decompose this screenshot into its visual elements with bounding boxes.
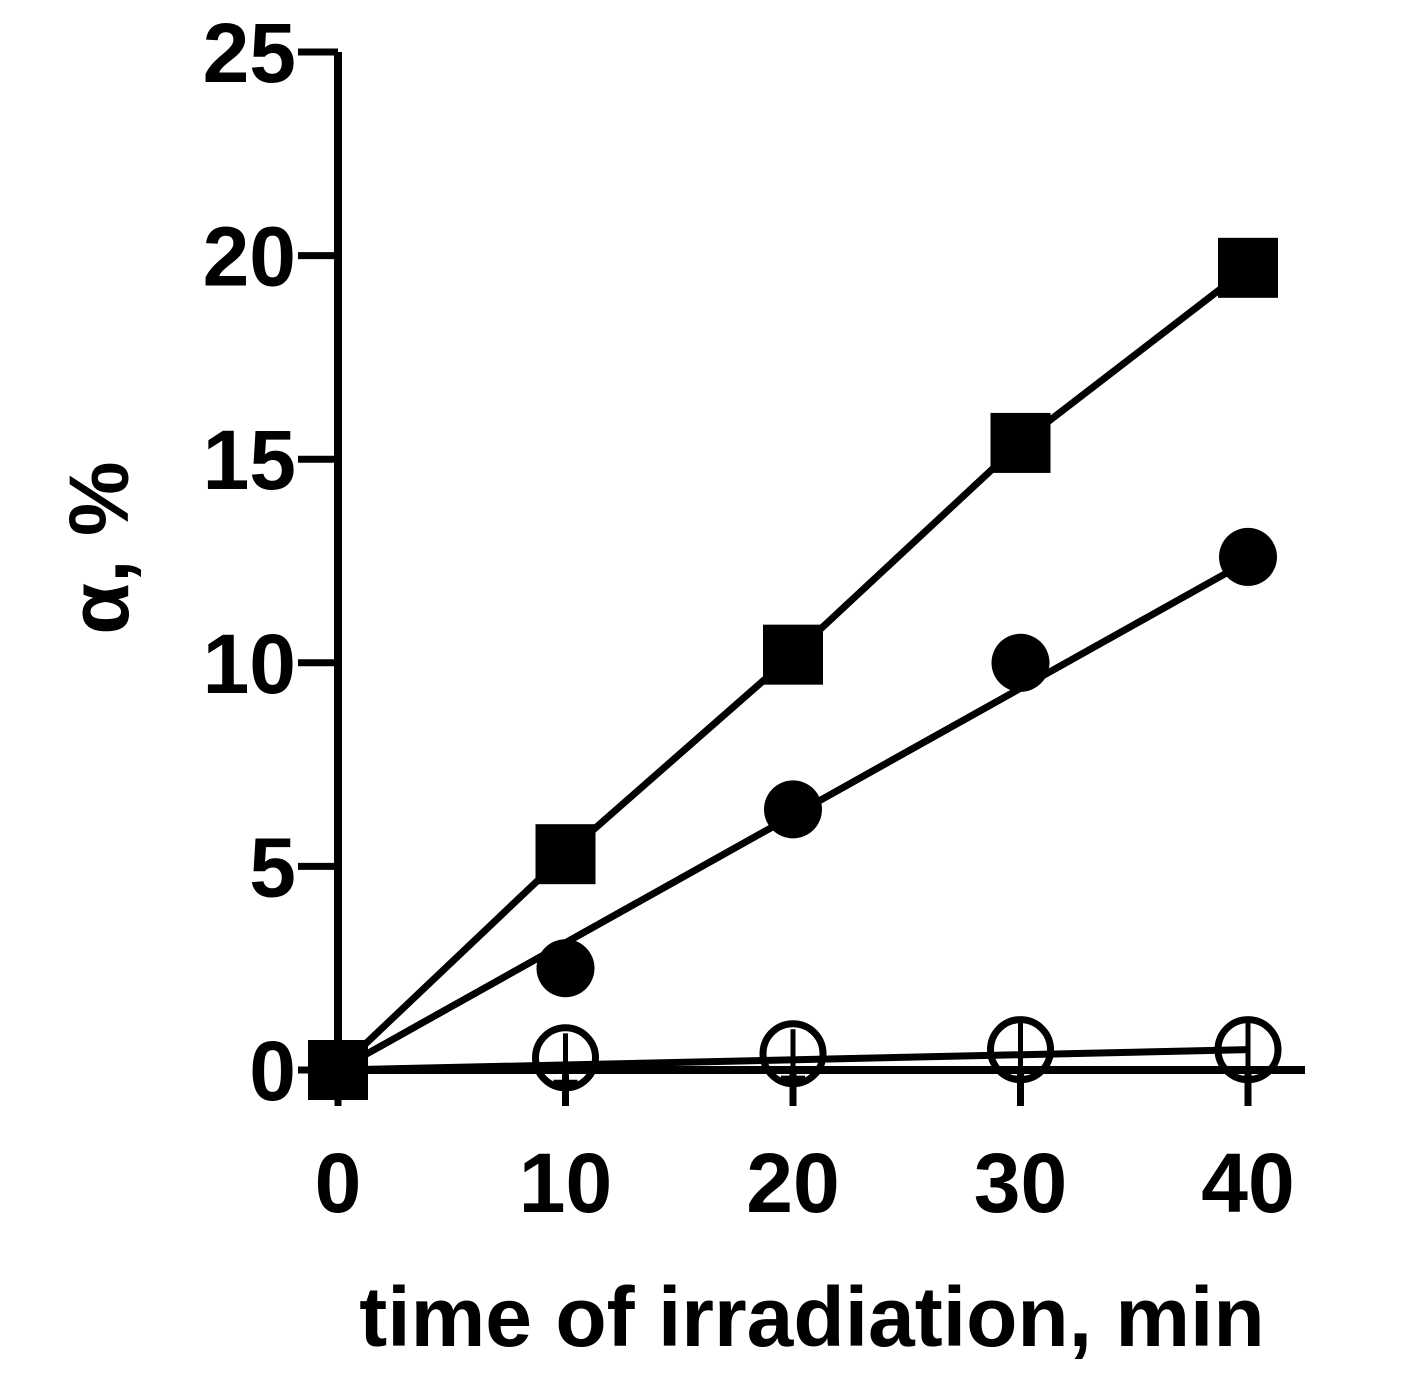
x-tick-label: 40 [1201, 1136, 1294, 1230]
y-tick-label: 15 [203, 413, 296, 507]
data-point-open-circle [759, 1020, 827, 1088]
data-point-circle [1219, 527, 1277, 586]
data-point-square [990, 412, 1051, 473]
y-tick-label: 10 [203, 617, 296, 711]
data-point-open-circle [1214, 1016, 1282, 1084]
data-point-open-circle [987, 1016, 1054, 1084]
y-tick-label: 0 [249, 1024, 296, 1118]
y-tick-label: 25 [203, 6, 296, 100]
data-point-circle [536, 939, 595, 998]
y-axis: 0 5 10 15 20 25 [203, 6, 342, 1118]
x-axis-label: time of irradiation, min [359, 1270, 1264, 1364]
x-tick-label: 30 [974, 1136, 1067, 1230]
x-tick-label: 10 [519, 1136, 612, 1230]
data-point-square [535, 824, 596, 885]
y-axis-label: α, % [52, 461, 146, 634]
data-point-square [1218, 237, 1278, 298]
y-tick-label: 5 [249, 820, 296, 914]
x-tick-label: 0 [315, 1136, 362, 1230]
data-point-open-circle [308, 1040, 368, 1100]
data-point-open-circle [532, 1024, 599, 1092]
data-point-circle [764, 780, 822, 839]
data-point-circle [991, 633, 1050, 692]
x-axis: 0 10 20 30 40 [315, 1066, 1305, 1230]
plot-markers [308, 237, 1282, 1100]
data-point-square [763, 624, 823, 685]
y-tick-label: 20 [203, 210, 296, 304]
x-tick-label: 20 [746, 1136, 839, 1230]
